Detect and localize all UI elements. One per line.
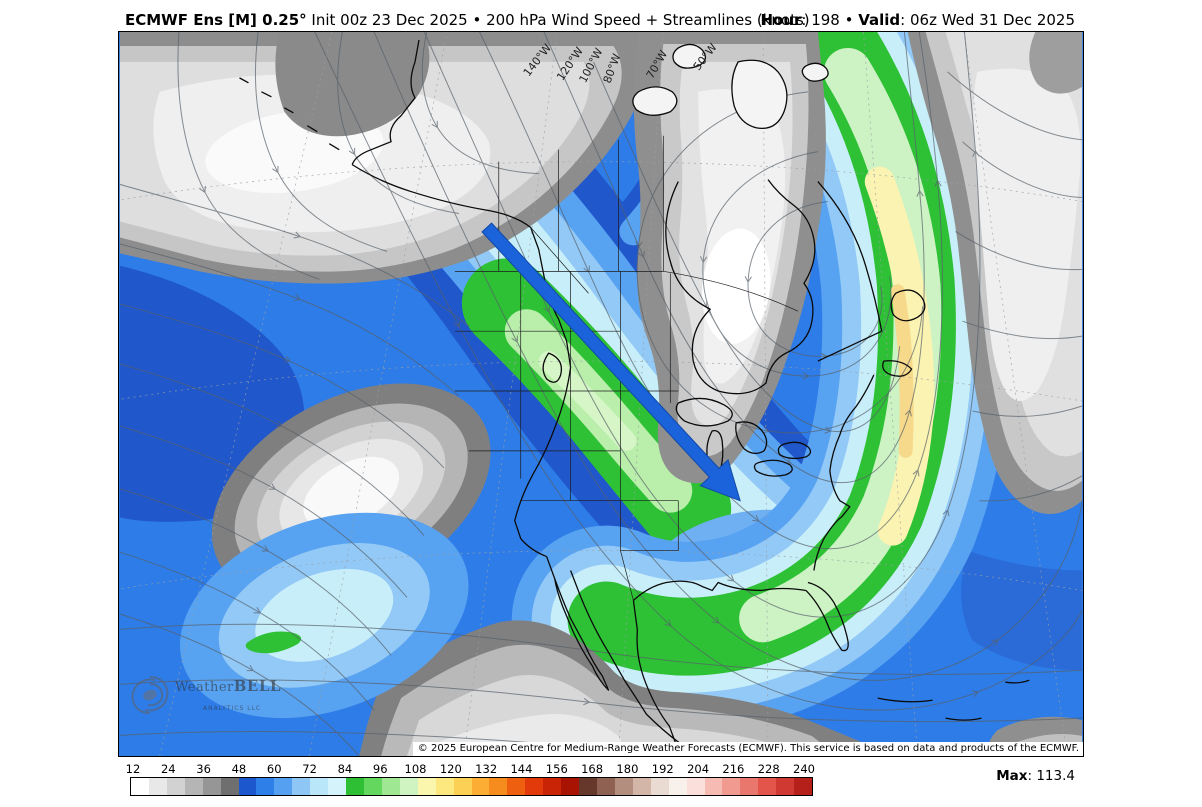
weatherbell-swirl-icon bbox=[131, 676, 169, 714]
legend-color-segment bbox=[346, 778, 364, 795]
legend-tick: 204 bbox=[687, 762, 710, 776]
legend-color-segment bbox=[328, 778, 347, 795]
graticule-lines bbox=[119, 32, 1083, 756]
legend-tick: 60 bbox=[266, 762, 282, 776]
valid-label: Valid bbox=[858, 11, 901, 29]
legend-color-segment bbox=[722, 778, 741, 795]
weather-map: 140°W 120°W 100°W 80°W 70°W 50°W WeatherBELL … bbox=[118, 31, 1084, 757]
legend-tick: 216 bbox=[722, 762, 745, 776]
legend-colorbar bbox=[130, 777, 813, 796]
max-value-label: Max: 113.4 bbox=[996, 768, 1075, 784]
legend-tick: 48 bbox=[231, 762, 247, 776]
hour-label: Hour bbox=[760, 11, 802, 29]
legend-tick: 120 bbox=[439, 762, 462, 776]
legend-color-segment bbox=[131, 778, 149, 795]
legend-tick: 12 bbox=[125, 762, 141, 776]
legend-color-segment bbox=[794, 778, 813, 795]
legend-tick: 24 bbox=[160, 762, 176, 776]
wind-speed-fill-layer bbox=[119, 32, 1083, 756]
legend-tick: 84 bbox=[337, 762, 353, 776]
map-title: ECMWF Ens [M] 0.25° Init 00z 23 Dec 2025… bbox=[125, 11, 810, 29]
legend-color-segment bbox=[202, 778, 221, 795]
legend-color-segment bbox=[435, 778, 454, 795]
legend-color-segment bbox=[417, 778, 436, 795]
legend-color-segment bbox=[668, 778, 687, 795]
weatherbell-logo: WeatherBELL ANALYTICS LLC bbox=[127, 672, 281, 718]
legend-color-segment bbox=[489, 778, 508, 795]
valid-time-title: Hour: 198 • Valid: 06z Wed 31 Dec 2025 bbox=[760, 11, 1075, 29]
legend-color-segment bbox=[363, 778, 382, 795]
hour-value: : 198 • bbox=[801, 11, 859, 29]
legend-color-segment bbox=[596, 778, 615, 795]
legend-color-segment bbox=[166, 778, 185, 795]
legend-tick: 240 bbox=[793, 762, 815, 776]
legend-tick: 132 bbox=[475, 762, 498, 776]
legend-color-segment bbox=[543, 778, 562, 795]
legend-color-segment bbox=[776, 778, 795, 795]
legend-color-segment bbox=[184, 778, 203, 795]
legend-color-segment bbox=[471, 778, 490, 795]
state-borders bbox=[454, 135, 799, 601]
legend-tick: 192 bbox=[651, 762, 674, 776]
legend-color-segment bbox=[507, 778, 526, 795]
legend-color-segment bbox=[561, 778, 580, 795]
legend-color-segment bbox=[704, 778, 723, 795]
legend-color-segment bbox=[650, 778, 669, 795]
weather-map-svg bbox=[119, 32, 1083, 756]
legend-color-segment bbox=[220, 778, 239, 795]
legend-color-segment bbox=[292, 778, 311, 795]
max-value: : 113.4 bbox=[1027, 768, 1076, 784]
logo-text-weather: Weather bbox=[175, 680, 234, 695]
annotation-arrow bbox=[481, 222, 741, 502]
legend-color-segment bbox=[310, 778, 329, 795]
coastline-borders bbox=[239, 39, 1030, 756]
legend-color-segment bbox=[579, 778, 597, 795]
ecmwf-copyright: © 2025 European Centre for Medium-Range … bbox=[412, 742, 1083, 756]
legend-tick: 108 bbox=[404, 762, 427, 776]
valid-value: : 06z Wed 31 Dec 2025 bbox=[900, 11, 1075, 29]
model-init-info: Init 00z 23 Dec 2025 • 200 hPa Wind Spee… bbox=[306, 11, 810, 29]
legend-tick: 228 bbox=[757, 762, 780, 776]
legend-color-segment bbox=[740, 778, 759, 795]
legend-tick: 144 bbox=[510, 762, 533, 776]
logo-subtext: ANALYTICS LLC bbox=[203, 705, 262, 712]
logo-text-bell: BELL bbox=[233, 677, 281, 695]
legend-color-segment bbox=[686, 778, 705, 795]
max-label: Max bbox=[996, 768, 1028, 784]
legend-color-segment bbox=[148, 778, 167, 795]
legend-color-segment bbox=[274, 778, 293, 795]
legend-color-segment bbox=[758, 778, 777, 795]
legend-color-segment bbox=[238, 778, 257, 795]
legend-tick: 96 bbox=[372, 762, 388, 776]
legend-color-segment bbox=[525, 778, 544, 795]
legend-color-segment bbox=[632, 778, 651, 795]
legend-tick: 156 bbox=[545, 762, 568, 776]
legend-color-segment bbox=[614, 778, 633, 795]
legend-tick: 180 bbox=[616, 762, 639, 776]
legend-color-segment bbox=[256, 778, 275, 795]
legend-tick: 36 bbox=[196, 762, 211, 776]
legend-color-segment bbox=[381, 778, 400, 795]
model-name: ECMWF Ens [M] 0.25° bbox=[125, 11, 307, 29]
legend-tick: 72 bbox=[302, 762, 317, 776]
legend-tick-labels: 12 24 36 48 60 72 84 96 108 120 132 144 156 168 180 192… bbox=[126, 762, 815, 776]
legend-color-segment bbox=[453, 778, 472, 795]
wind-speed-legend: 12 24 36 48 60 72 84 96 108 120 132 144 156 168 180 192… bbox=[126, 762, 815, 798]
legend-color-segment bbox=[399, 778, 418, 795]
legend-tick: 168 bbox=[581, 762, 604, 776]
